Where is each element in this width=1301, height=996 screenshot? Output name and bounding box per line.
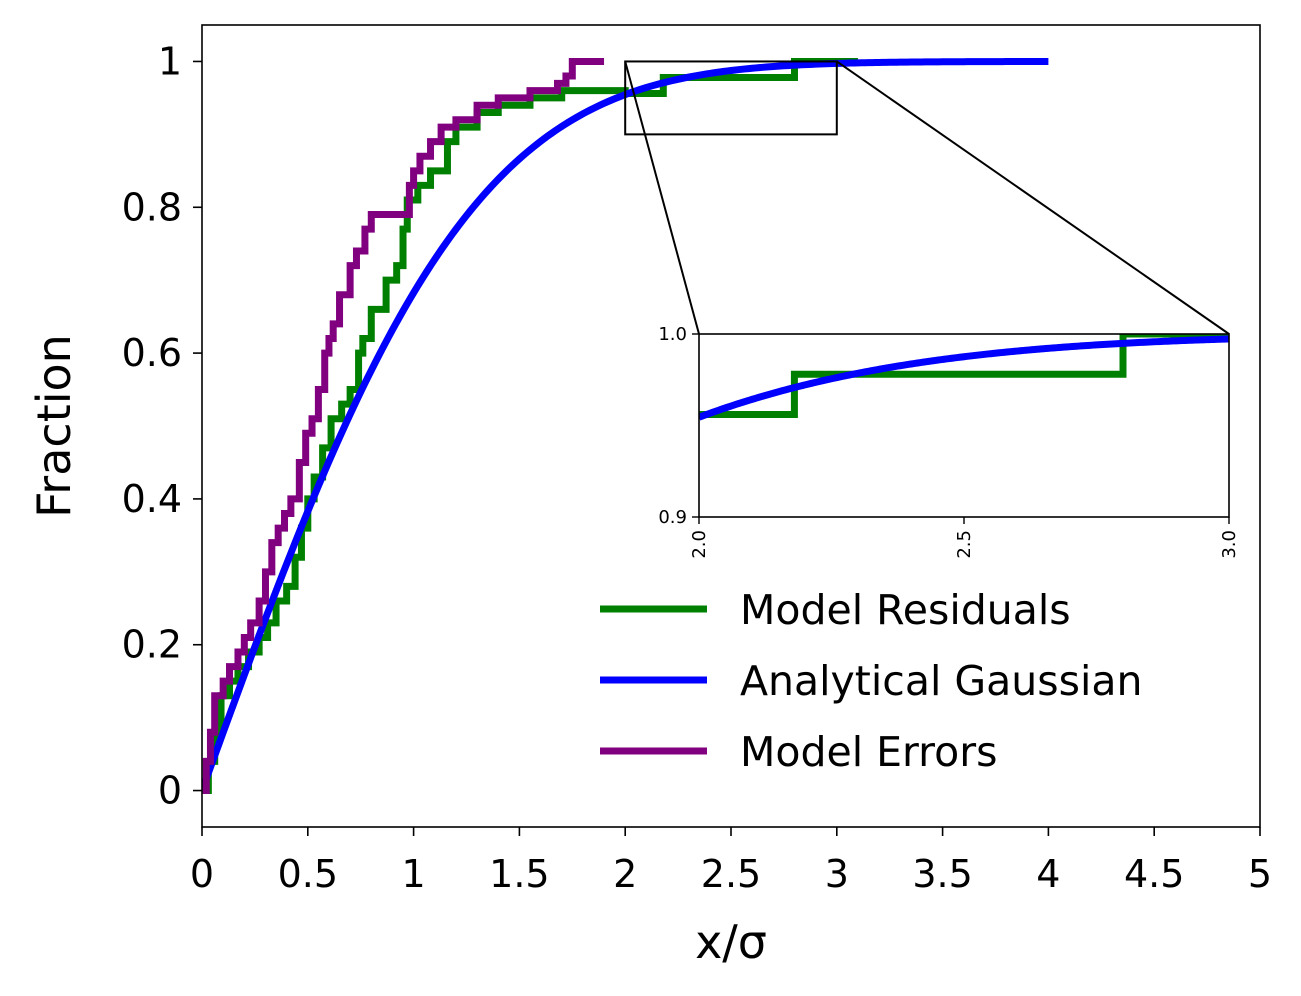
main-x-tick-label: 2 (613, 852, 637, 896)
main-x-tick-label: 1 (402, 852, 426, 896)
main-y-tick-label: 0.2 (122, 623, 182, 667)
inset-plot-background (699, 334, 1229, 517)
legend: Model Residuals Analytical Gaussian Model … (600, 586, 1142, 776)
main-x-tick-label: 2.5 (701, 852, 761, 896)
zoom-connector-line (624, 61, 700, 335)
main-y-ticks: 0 0.2 0.4 0.6 0.8 1 (122, 39, 202, 813)
legend-label: Analytical Gaussian (740, 657, 1142, 705)
inset-series-analytical-gaussian (699, 335, 1229, 421)
main-series-model-errors (202, 57, 605, 795)
main-x-tick-label: 0.5 (278, 852, 338, 896)
main-y-tick-label: 0.4 (122, 477, 182, 521)
main-x-ticks: 0 0.5 1 1.5 2 2.5 3 3.5 4 4.5 5 (190, 827, 1272, 896)
main-y-tick-label: 0.8 (122, 185, 182, 229)
legend-label: Model Errors (740, 728, 997, 776)
main-x-tick-label: 5 (1248, 852, 1272, 896)
main-x-tick-label: 3.5 (912, 852, 972, 896)
main-x-tick-label: 4 (1036, 852, 1060, 896)
main-y-tick-label: 0.6 (122, 331, 182, 375)
inset-y-tick-label: 1.0 (658, 324, 687, 345)
main-x-tick-label: 4.5 (1124, 852, 1184, 896)
legend-label: Model Residuals (740, 586, 1071, 634)
main-x-tick-label: 0 (190, 852, 214, 896)
inset-plot: 2.0 2.5 3.0 0.9 1.0 (658, 324, 1240, 559)
inset-x-ticks: 2.0 2.5 3.0 (689, 517, 1240, 559)
main-y-tick-label: 0 (158, 769, 182, 813)
y-axis-label: Fraction (27, 334, 81, 518)
inset-x-tick-label: 3.0 (1219, 530, 1240, 559)
inset-series-model-residuals (699, 334, 1229, 419)
main-x-tick-label: 3 (825, 852, 849, 896)
zoom-region-box (624, 60, 838, 136)
zoom-indicator (624, 60, 1230, 335)
inset-x-tick-label: 2.0 (689, 530, 710, 559)
x-axis-label: x/σ (695, 915, 767, 969)
inset-y-ticks: 0.9 1.0 (658, 324, 699, 528)
main-x-tick-label: 1.5 (489, 852, 549, 896)
zoom-connector-line (836, 60, 1230, 335)
inset-x-tick-label: 2.5 (954, 530, 975, 559)
main-y-tick-label: 1 (158, 39, 182, 83)
inset-y-tick-label: 0.9 (658, 507, 687, 528)
inset-series-group (699, 334, 1229, 421)
